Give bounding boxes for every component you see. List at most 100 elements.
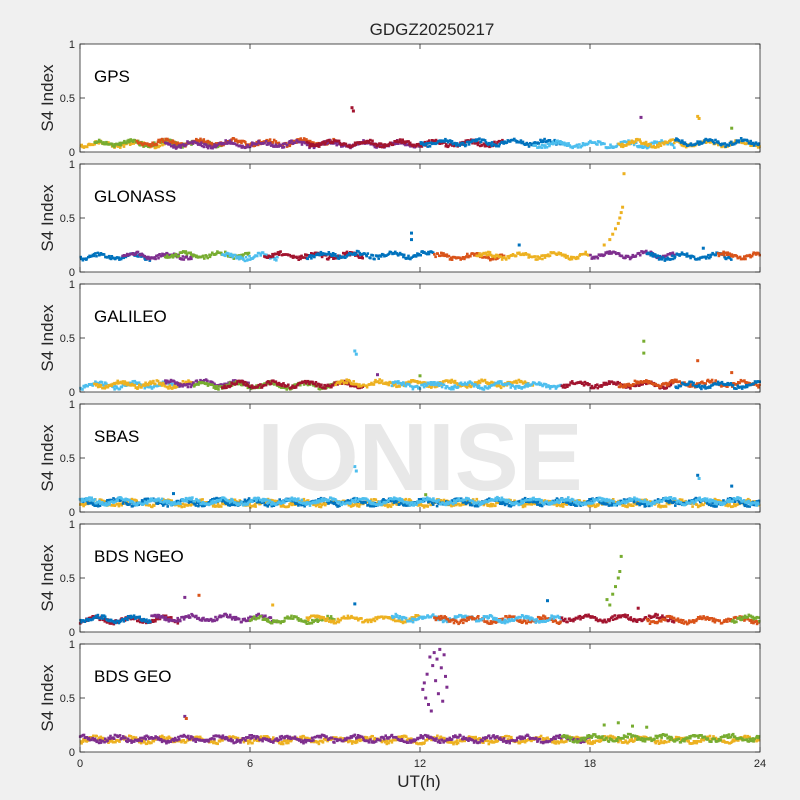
data-point xyxy=(645,380,648,384)
data-point xyxy=(96,251,100,255)
data-point xyxy=(627,140,631,144)
data-point xyxy=(467,381,470,384)
data-point xyxy=(466,252,469,256)
data-point xyxy=(128,498,131,502)
data-point xyxy=(565,501,568,504)
data-point xyxy=(458,256,461,260)
data-point xyxy=(680,498,684,502)
data-point xyxy=(172,380,176,383)
data-point xyxy=(608,382,611,385)
data-point xyxy=(440,385,444,389)
data-point xyxy=(633,502,637,505)
data-point xyxy=(707,253,710,257)
data-point xyxy=(341,379,344,383)
data-point xyxy=(311,254,314,257)
data-point xyxy=(547,385,551,388)
data-point xyxy=(677,380,680,384)
data-point xyxy=(147,255,150,259)
data-point xyxy=(285,253,288,256)
data-point xyxy=(197,504,200,508)
data-point xyxy=(275,259,278,262)
data-point xyxy=(495,499,499,502)
data-point xyxy=(445,143,448,146)
data-point xyxy=(247,497,251,500)
data-point xyxy=(483,501,486,504)
data-point xyxy=(485,253,489,257)
data-point xyxy=(103,503,107,507)
data-point xyxy=(310,257,313,260)
data-point xyxy=(689,256,692,260)
data-point xyxy=(260,386,264,389)
data-point xyxy=(113,388,116,391)
data-point xyxy=(327,499,330,502)
data-point xyxy=(297,504,300,507)
data-point xyxy=(480,138,484,141)
data-point xyxy=(639,140,642,143)
data-point xyxy=(181,143,185,146)
data-point xyxy=(293,141,297,144)
data-point xyxy=(694,142,698,146)
data-point xyxy=(148,503,152,507)
data-point xyxy=(277,145,281,148)
data-point xyxy=(373,380,376,384)
data-point xyxy=(83,145,86,148)
data-point xyxy=(503,501,506,505)
data-point xyxy=(513,137,516,141)
data-point xyxy=(673,378,677,382)
data-point xyxy=(135,139,139,143)
data-point xyxy=(666,253,670,256)
data-point xyxy=(426,252,429,256)
data-point xyxy=(378,381,381,385)
data-point xyxy=(700,387,703,391)
data-point xyxy=(369,256,372,260)
data-point xyxy=(402,384,406,388)
data-point xyxy=(301,380,304,384)
data-point xyxy=(222,499,226,502)
data-point xyxy=(673,253,676,257)
data-point xyxy=(736,503,739,506)
data-point xyxy=(168,140,171,144)
data-point xyxy=(378,142,381,145)
data-point xyxy=(275,503,278,507)
data-point xyxy=(285,505,288,509)
data-point xyxy=(203,142,206,146)
data-point xyxy=(94,252,97,255)
data-point xyxy=(626,143,629,146)
data-point xyxy=(710,139,714,142)
data-point xyxy=(703,255,707,259)
data-point xyxy=(423,498,426,501)
data-point xyxy=(136,250,140,254)
data-point xyxy=(629,141,633,144)
data-point xyxy=(726,497,730,501)
data-point xyxy=(358,251,362,255)
data-point xyxy=(355,383,359,386)
data-point xyxy=(728,143,732,147)
y-tick-label: 0 xyxy=(69,387,75,399)
data-point xyxy=(209,146,213,150)
data-point xyxy=(476,143,480,147)
data-point xyxy=(81,388,84,391)
data-point xyxy=(320,383,323,387)
data-point xyxy=(630,255,633,259)
data-point xyxy=(153,256,157,259)
data-point xyxy=(183,499,186,503)
data-point xyxy=(237,139,240,143)
data-point xyxy=(582,384,586,387)
data-point xyxy=(79,255,82,259)
data-point xyxy=(618,381,621,385)
data-point xyxy=(126,381,130,385)
y-axis-label: S4 Index xyxy=(38,304,57,372)
data-point xyxy=(557,142,560,145)
data-point xyxy=(237,257,241,261)
outlier-point xyxy=(618,216,622,220)
data-point xyxy=(730,253,734,256)
data-point xyxy=(258,386,261,389)
data-point xyxy=(450,385,454,389)
data-point xyxy=(404,257,408,260)
data-point xyxy=(658,254,662,258)
data-point xyxy=(88,496,91,499)
data-point xyxy=(405,504,408,507)
data-point xyxy=(394,497,398,501)
data-point xyxy=(590,386,594,390)
data-point xyxy=(630,504,633,507)
